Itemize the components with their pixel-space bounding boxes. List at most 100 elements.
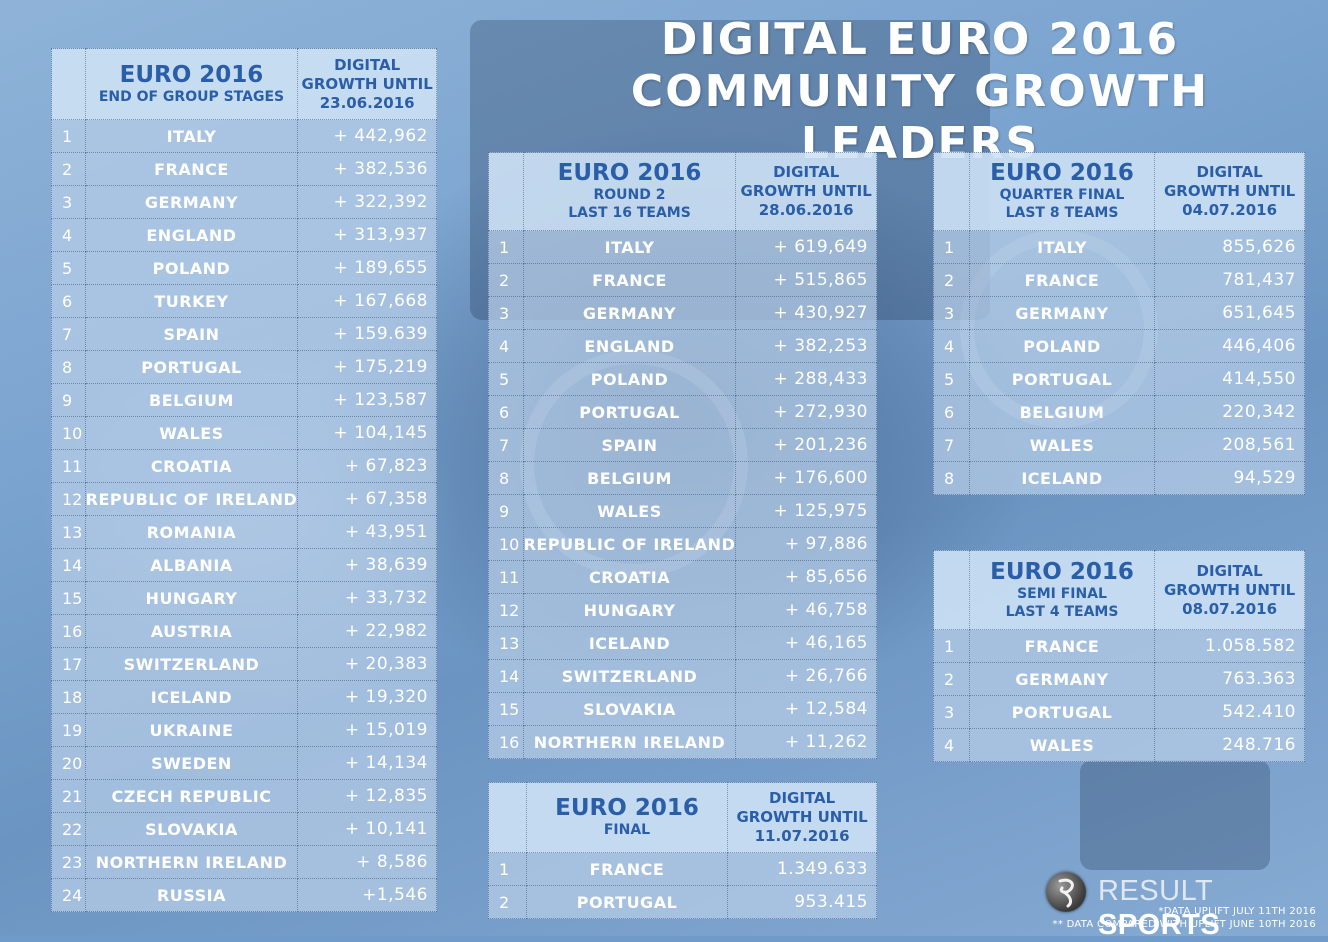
table-row: 7 SPAIN + 201,236: [488, 428, 877, 462]
country-cell: ICELAND: [968, 461, 1156, 495]
growth-label: GROWTH UNTIL: [740, 182, 872, 200]
decorative-block: [1080, 760, 1270, 870]
stage-header: EURO 2016 SEMI FINAL LAST 4 TEAMS: [968, 550, 1156, 630]
growth-label: DIGITAL: [769, 789, 836, 807]
table-row: 20 SWEDEN + 14,134: [51, 746, 437, 780]
table-row: 1 FRANCE 1.349.633: [488, 852, 877, 886]
rank-cell: 3: [488, 296, 524, 330]
stage-header: EURO 2016 QUARTER FINAL LAST 8 TEAMS: [968, 152, 1156, 231]
stage-title: EURO 2016: [119, 61, 264, 88]
rank-header-cell: [51, 48, 86, 120]
growth-value-cell: + 43,951: [297, 515, 437, 549]
result-sports-logo-icon: [1046, 872, 1086, 912]
table-row: 8 ICELAND 94,529: [933, 461, 1305, 495]
table-row: 4 WALES 248.716: [933, 728, 1305, 762]
table-row: 2 FRANCE + 515,865: [488, 263, 877, 297]
growth-label: DIGITAL: [1196, 561, 1263, 580]
growth-value-cell: + 15,019: [297, 713, 437, 747]
country-cell: FRANCE: [522, 263, 737, 297]
country-cell: ENGLAND: [522, 329, 737, 363]
rank-cell: 6: [488, 395, 524, 429]
stage-header: EURO 2016 END OF GROUP STAGES: [84, 48, 299, 120]
table-row: 1 ITALY + 619,649: [488, 230, 877, 264]
stage-title: EURO 2016: [555, 795, 699, 821]
rank-cell: 17: [51, 647, 86, 681]
growth-value-cell: 763.363: [1154, 662, 1305, 696]
table-row: 22 SLOVAKIA + 10,141: [51, 812, 437, 846]
table-row: 5 POLAND + 288,433: [488, 362, 877, 396]
country-cell: PORTUGAL: [525, 885, 729, 919]
growth-value-cell: + 46,758: [735, 593, 877, 627]
growth-label: GROWTH UNTIL: [301, 74, 433, 93]
table-row: 7 SPAIN + 159.639: [51, 317, 437, 351]
growth-date: 23.06.2016: [319, 93, 415, 112]
stage-header: EURO 2016 ROUND 2 LAST 16 TEAMS: [522, 152, 737, 231]
country-cell: CROATIA: [522, 560, 737, 594]
semi-final-table: EURO 2016 SEMI FINAL LAST 4 TEAMS DIGITA…: [933, 550, 1305, 762]
table-row: 17 SWITZERLAND + 20,383: [51, 647, 437, 681]
footnote-2: ** DATA COMPARED WITH UPLIFT JUNE 10TH 2…: [1052, 919, 1316, 930]
growth-value-cell: 542.410: [1154, 695, 1305, 729]
rank-header-cell: [933, 152, 970, 231]
rank-cell: 11: [488, 560, 524, 594]
rank-cell: 16: [51, 614, 86, 648]
rank-cell: 1: [51, 119, 86, 153]
country-cell: RUSSIA: [84, 878, 299, 912]
growth-value-cell: + 97,886: [735, 527, 877, 561]
growth-value-cell: 208,561: [1154, 428, 1305, 462]
growth-value-cell: + 159.639: [297, 317, 437, 351]
growth-value-cell: + 11,262: [735, 725, 877, 759]
rank-cell: 13: [51, 515, 86, 549]
rank-cell: 1: [933, 629, 970, 663]
stage-subtitle: LAST 8 TEAMS: [1005, 205, 1119, 221]
country-cell: HUNGARY: [84, 581, 299, 615]
growth-date: 11.07.2016: [754, 827, 850, 845]
table-row: 4 ENGLAND + 382,253: [488, 329, 877, 363]
growth-value-cell: 781,437: [1154, 263, 1305, 297]
table-row: 12 REPUBLIC OF IRELAND + 67,358: [51, 482, 437, 516]
stage-subtitle: LAST 4 TEAMS: [1005, 603, 1119, 620]
quarter-final-table: EURO 2016 QUARTER FINAL LAST 8 TEAMS DIG…: [933, 152, 1305, 495]
page-title: DIGITAL EURO 2016 COMMUNITY GROWTH LEADE…: [520, 14, 1320, 170]
growth-value-cell: + 104,145: [297, 416, 437, 450]
country-cell: NORTHERN IRELAND: [84, 845, 299, 879]
rank-cell: 6: [933, 395, 970, 429]
table-row: 3 GERMANY 651,645: [933, 296, 1305, 330]
table-row: 4 POLAND 446,406: [933, 329, 1305, 363]
table-row: 13 ROMANIA + 43,951: [51, 515, 437, 549]
rank-cell: 4: [933, 728, 970, 762]
rank-cell: 10: [488, 527, 524, 561]
growth-value-cell: + 10,141: [297, 812, 437, 846]
country-cell: BELGIUM: [522, 461, 737, 495]
rank-cell: 15: [51, 581, 86, 615]
country-cell: FRANCE: [525, 852, 729, 886]
growth-value-cell: + 175,219: [297, 350, 437, 384]
stage-subtitle: END OF GROUP STAGES: [98, 88, 285, 105]
growth-date: 28.06.2016: [758, 201, 854, 219]
country-cell: REPUBLIC OF IRELAND: [84, 482, 299, 516]
rank-cell: 11: [51, 449, 86, 483]
table-row: 2 GERMANY 763.363: [933, 662, 1305, 696]
rank-cell: 5: [933, 362, 970, 396]
growth-value-cell: + 167,668: [297, 284, 437, 318]
round-of-16-table: EURO 2016 ROUND 2 LAST 16 TEAMS DIGITAL …: [488, 152, 877, 759]
table-row: 14 SWITZERLAND + 26,766: [488, 659, 877, 693]
table-row: 8 BELGIUM + 176,600: [488, 461, 877, 495]
country-cell: GERMANY: [522, 296, 737, 330]
country-cell: CROATIA: [84, 449, 299, 483]
growth-value-cell: + 8,586: [297, 845, 437, 879]
growth-date: 04.07.2016: [1182, 201, 1278, 219]
country-cell: PORTUGAL: [522, 395, 737, 429]
growth-value-cell: + 12,584: [735, 692, 877, 726]
country-cell: SPAIN: [84, 317, 299, 351]
rank-cell: 7: [51, 317, 86, 351]
growth-value-cell: 446,406: [1154, 329, 1305, 363]
rank-cell: 9: [488, 494, 524, 528]
growth-value-cell: + 67,358: [297, 482, 437, 516]
growth-value-cell: 414,550: [1154, 362, 1305, 396]
country-cell: ICELAND: [522, 626, 737, 660]
rank-cell: 6: [51, 284, 86, 318]
rank-cell: 3: [933, 296, 970, 330]
country-cell: UKRAINE: [84, 713, 299, 747]
rank-cell: 7: [488, 428, 524, 462]
